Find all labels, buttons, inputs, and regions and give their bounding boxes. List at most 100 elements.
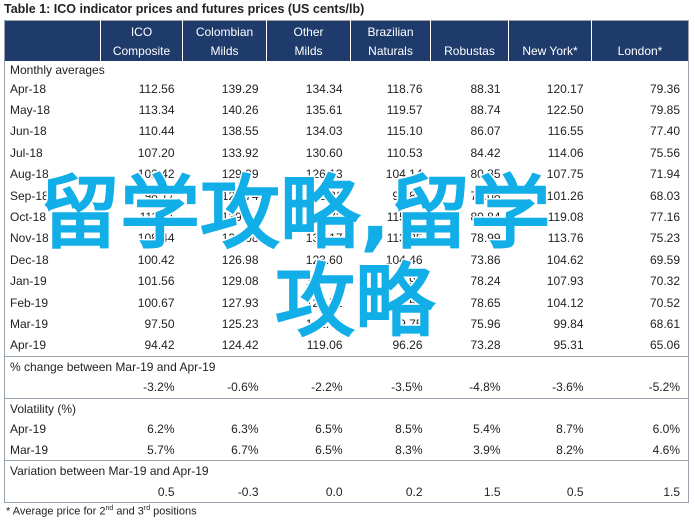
value-cell: 124.72 [305,295,343,310]
value-cell: 136.72 [305,210,343,225]
value-cell: 124.42 [221,338,259,353]
value-cell: 107.75 [546,167,584,182]
value-cell: 1.5 [483,484,501,499]
value-cell: 79.85 [649,103,680,118]
value-cell: -0.6% [227,380,259,395]
value-cell: 78.99 [470,231,501,246]
header-text: Milds [210,44,239,58]
value-cell: 100.42 [137,252,175,267]
data-row: Apr-18 112.56 139.29 134.34 118.76 88.31 120.1… [5,78,689,99]
value-cell: 88.74 [470,103,501,118]
value-cell: 8.2% [556,443,584,458]
value-cell: 138.55 [221,124,259,139]
value-cell: 123.60 [305,252,343,267]
header-cell: London* [591,20,689,61]
footnote-text: positions [150,505,197,518]
value-cell: 94.42 [144,338,175,353]
value-cell: 0.5 [157,484,175,499]
value-cell: 107.93 [546,274,584,289]
data-row: Feb-19 100.67 127.93 124.72 103.57 78.65 104.1… [5,292,689,313]
data-row: Nov-18 108.44 136.08 133.17 113.25 78.99 113.7… [5,228,689,249]
value-cell: 98.17 [144,188,175,203]
value-cell: 101.56 [137,274,175,289]
header-text: New York* [522,44,578,58]
value-cell: 121.73 [305,316,343,331]
value-cell: 70.52 [649,295,680,310]
value-cell: 115.59 [386,210,423,225]
data-row: Mar-19 5.7% 6.7% 6.5% 8.3% 3.9% 8.2% 4.6% [5,440,689,461]
header-cell: Brazilian Naturals [350,20,431,61]
value-cell: 115.10 [386,124,423,139]
header-cell: Robustas [430,20,509,61]
header-text: Composite [112,44,171,58]
value-cell: 73.28 [470,338,501,353]
value-cell: 134.34 [305,81,343,96]
value-cell: 133.17 [305,231,343,246]
header-cell: Other Milds [266,20,351,61]
value-cell: 125.93 [305,274,343,289]
row-label: Apr-19 [10,422,47,437]
row-label: May-18 [10,103,51,118]
value-cell: 6.7% [231,443,259,458]
value-cell: 130.60 [305,145,343,160]
value-cell: 3.9% [473,443,501,458]
row-label [5,377,101,398]
section-heading-row: Volatility (%) [4,397,689,419]
value-cell: 76.08 [470,188,501,203]
value-cell: 133.92 [221,145,259,160]
value-cell: 103.57 [385,295,423,310]
header-cell: Colombian Milds [182,20,267,61]
section-heading-row: % change between Mar-19 and Apr-19 [4,356,689,378]
value-cell: 102.42 [137,167,175,182]
value-cell: 6.0% [652,422,680,437]
value-cell: 68.03 [649,188,680,203]
value-cell: 84.42 [470,145,501,160]
value-cell: 122.50 [546,103,584,118]
data-row: Jul-18 107.20 133.92 130.60 110.53 84.42 114.0… [5,142,689,163]
data-row: Mar-19 97.50 125.23 121.73 99.75 75.96 99.84 68… [5,313,689,334]
value-cell: 6.3% [231,422,259,437]
value-cell: 8.5% [395,422,423,437]
value-cell: 78.65 [470,295,501,310]
row-label: Feb-19 [10,295,49,310]
row-label: Sep-18 [10,188,49,203]
value-cell: 77.40 [649,124,680,139]
row-label: Apr-18 [10,81,47,96]
value-cell: 136.08 [221,231,259,246]
footnote-text: nd [105,505,114,512]
value-cell: 86.07 [470,124,501,139]
row-label: Oct-18 [10,210,47,225]
row-label: Nov-18 [10,231,49,246]
data-row: Aug-18 102.42 129.99 126.13 104.14 80.85 107.7… [5,164,689,185]
value-cell: 6.2% [147,422,175,437]
footnote-text: rd [143,505,151,512]
value-cell: -0.3 [237,484,259,499]
value-cell: 125.74 [221,188,259,203]
value-cell: 126.98 [221,252,259,267]
value-cell: 80.85 [470,167,501,182]
value-cell: 104.12 [546,295,584,310]
value-cell: 129.99 [221,167,259,182]
value-cell: 110.44 [138,124,175,139]
value-cell: 118.76 [386,81,423,96]
footnote-text: Average price for 2 [12,505,106,518]
value-cell: 104.93 [385,274,423,289]
row-label: Jun-18 [10,124,47,139]
header-text: Robustas [444,44,495,58]
row-label: Jul-18 [10,145,43,160]
value-cell: 80.84 [470,210,501,225]
value-cell: 8.7% [556,422,584,437]
value-cell: 99.87 [392,188,423,203]
value-cell: 125.23 [221,316,259,331]
row-label: Mar-19 [10,443,49,458]
value-cell: 104.62 [546,252,584,267]
header-text: London* [617,44,663,58]
value-cell: 96.26 [392,338,423,353]
section-heading: % change between Mar-19 and Apr-19 [4,356,689,378]
value-cell: 104.46 [385,252,423,267]
row-label: Jan-19 [10,274,47,289]
section-heading: Monthly averages [10,62,105,77]
value-cell: 73.86 [470,252,501,267]
value-cell: 79.36 [649,81,680,96]
